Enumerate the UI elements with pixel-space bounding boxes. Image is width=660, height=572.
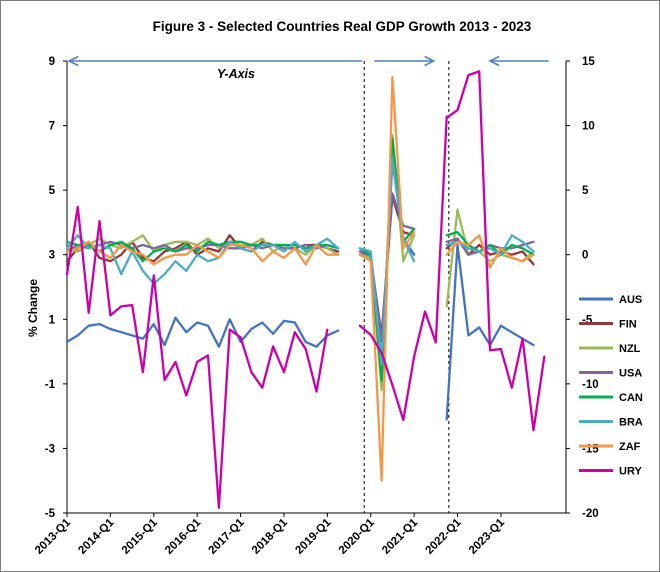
- x-tick-label: 2023-Q1: [467, 516, 508, 557]
- x-tick-label: 2020-Q1: [337, 516, 378, 557]
- axis-arrow-head: [424, 55, 436, 67]
- series-line-can-3: [445, 230, 535, 256]
- series-line-ury-2: [358, 115, 448, 422]
- legend-item-aus: AUS: [579, 294, 642, 306]
- series-aus: [65, 159, 535, 421]
- chart-title: Figure 3 - Selected Countries Real GDP G…: [153, 19, 532, 34]
- legend-item-can: CAN: [579, 392, 643, 404]
- x-tick-label: 2017-Q1: [207, 516, 248, 557]
- x-tick-label: 2014-Q1: [76, 516, 117, 557]
- y2-tick-label: 10: [582, 121, 595, 133]
- legend-label: ZAF: [619, 441, 641, 453]
- axis-arrow-3: [488, 55, 549, 67]
- axis-arrow-head: [67, 55, 79, 67]
- series-lines: [65, 70, 546, 509]
- series-line-can-1: [65, 240, 340, 263]
- y2-tick-label: 0: [582, 250, 588, 262]
- legend-item-ury: URY: [579, 466, 642, 478]
- y2-tick-label: 15: [582, 56, 595, 68]
- y2-tick-label: -10: [582, 379, 599, 391]
- series-fin: [65, 195, 535, 337]
- y2-tick-label: -5: [582, 314, 593, 326]
- x-tick-label: 2016-Q1: [163, 516, 204, 557]
- legend-item-bra: BRA: [579, 417, 643, 429]
- y-tick-label: -1: [45, 379, 56, 391]
- series-nzl: [65, 134, 535, 392]
- x-tick-label: 2019-Q1: [293, 516, 334, 557]
- x-tick-label: 2022-Q1: [424, 516, 465, 557]
- axis-arrows: [67, 55, 549, 67]
- y-axis-annotation: Y-Axis: [217, 67, 255, 81]
- series-line-ury-1: [65, 205, 329, 509]
- legend-label: CAN: [619, 392, 643, 404]
- legend-item-zaf: ZAF: [579, 441, 641, 453]
- axis-arrow-2: [374, 55, 436, 67]
- legend-item-usa: USA: [579, 368, 642, 380]
- series-line-zaf-3: [445, 234, 535, 269]
- axis-arrow-head: [488, 55, 500, 67]
- series-usa: [65, 192, 535, 344]
- y-tick-label: 9: [49, 56, 55, 68]
- period-dividers: [363, 61, 450, 513]
- series-ury: [65, 70, 546, 509]
- legend-item-fin: FIN: [579, 319, 637, 331]
- series-line-ury-3: [445, 70, 546, 432]
- x-tick-label: 2021-Q1: [380, 516, 421, 557]
- legend-label: URY: [619, 466, 642, 478]
- axis-arrow-1: [67, 55, 363, 67]
- x-tick-label: 2013-Q1: [33, 516, 74, 557]
- y-axis-left: -5 -3 -1 1 3 5 7 9: [45, 56, 67, 520]
- legend-label: NZL: [619, 343, 641, 355]
- legend-label: BRA: [619, 417, 643, 429]
- x-axis: 2013-Q1 2014-Q1 2015-Q1 2016-Q1 2017-Q1 2018-…: [33, 513, 507, 557]
- series-zaf: [65, 75, 535, 482]
- series-line-aus-1: [65, 316, 340, 348]
- y-tick-label: 7: [49, 121, 55, 133]
- y-tick-label: 1: [49, 314, 56, 326]
- plot-area: [66, 61, 567, 514]
- y-tick-label: -5: [45, 508, 56, 520]
- y-axis-label: % Change: [26, 279, 40, 337]
- series-line-zaf-1: [65, 240, 340, 266]
- legend-label: AUS: [619, 294, 642, 306]
- series-line-bra-1: [65, 234, 340, 285]
- x-tick-label: 2015-Q1: [120, 516, 161, 557]
- y2-tick-label: 5: [582, 185, 589, 197]
- y-tick-label: 3: [49, 250, 55, 262]
- legend: AUS FIN NZL USA CAN BRA ZAF URY: [579, 294, 643, 478]
- y-tick-label: -3: [45, 443, 55, 455]
- legend-label: USA: [619, 368, 642, 380]
- x-tick-label: 2018-Q1: [250, 516, 291, 557]
- legend-label: FIN: [619, 319, 637, 331]
- legend-item-nzl: NZL: [579, 343, 641, 355]
- y-tick-label: 5: [49, 185, 56, 197]
- y2-tick-label: -20: [582, 508, 599, 520]
- series-line-zaf-2: [358, 75, 416, 482]
